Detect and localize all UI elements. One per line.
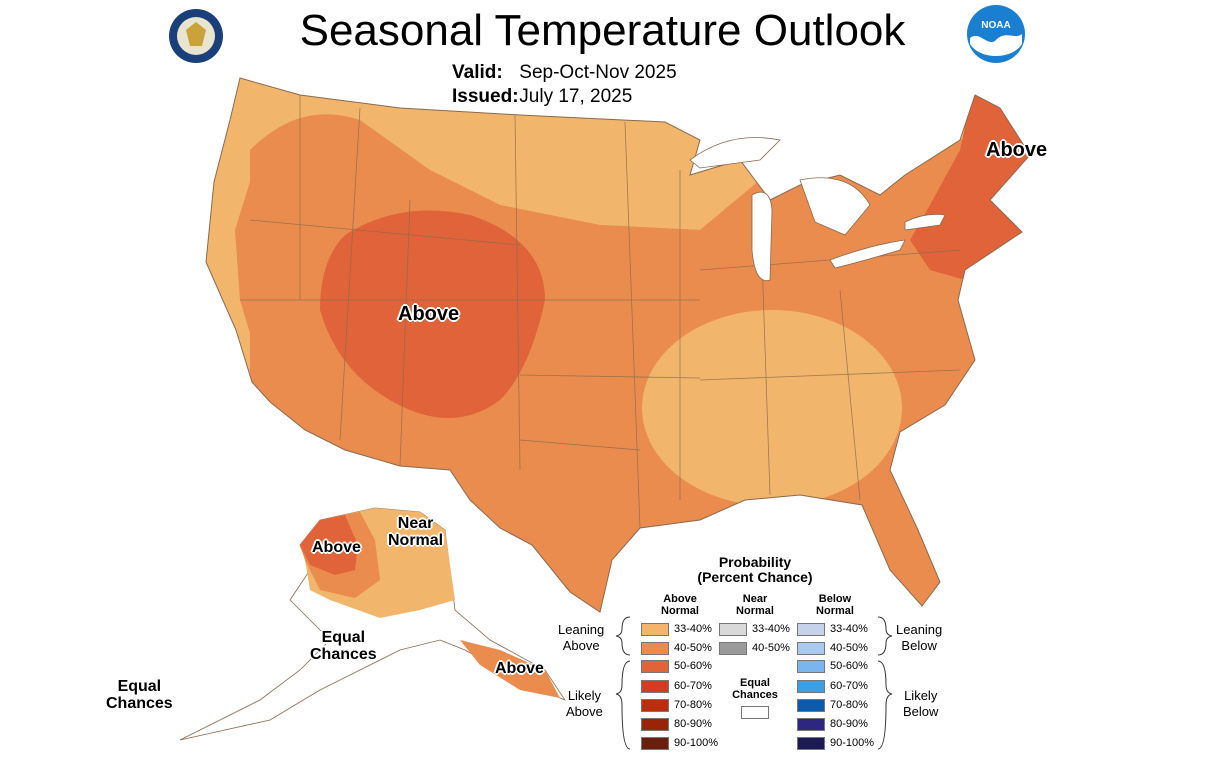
normal-line: Normal (388, 531, 444, 549)
label-above-west: Above (398, 303, 460, 325)
legend-range-above-6: 90-100% (674, 737, 719, 749)
line: Below (903, 703, 939, 719)
state-borders (240, 95, 961, 529)
legend-range-below-5: 80-90% (830, 718, 868, 730)
legend-swatch-below-1 (797, 642, 825, 655)
legend-swatch-above-4 (641, 699, 669, 712)
alaska-map (179, 507, 567, 741)
line: Likely (567, 688, 602, 703)
line: Above (562, 637, 600, 653)
above-50-60-northeast-region (910, 80, 1030, 280)
col-line: Normal (661, 605, 699, 618)
legend-range-below-1: 40-50% (830, 642, 868, 654)
legend-col-above: Above Normal (640, 593, 720, 617)
legend-range-below-2: 50-60% (830, 660, 868, 672)
label-equal-chances-aleutians: Equal Chances (106, 678, 173, 713)
legend-range-above-2: 50-60% (674, 660, 712, 672)
legend-range-above-1: 40-50% (674, 642, 712, 654)
alaska-above-50-60-region (300, 515, 358, 575)
legend-swatch-above-6 (641, 737, 669, 750)
issued-label: Issued: (452, 86, 519, 107)
line: Leaning (558, 622, 605, 637)
legend-title-line2: (Percent Chance) (697, 569, 813, 586)
page-title: Seasonal Temperature Outlook (299, 6, 906, 55)
legend-range-near-0: 33-40% (752, 623, 790, 635)
equal-line: Equal (117, 678, 162, 695)
legend-swatch-above-3 (641, 680, 669, 693)
legend-swatch-near-1 (719, 642, 747, 655)
valid-value: Sep-Oct-Nov 2025 (519, 62, 677, 83)
label-above-alaska: Above (312, 539, 361, 556)
leaning-below-label: Leaning Below (896, 622, 942, 653)
legend-swatch-above-5 (641, 718, 669, 731)
col-line: Normal (736, 605, 774, 618)
chances-line: Chances (310, 645, 377, 663)
great-lakes (689, 137, 946, 282)
line: Leaning (896, 622, 943, 637)
svg-text:NOAA: NOAA (981, 20, 1010, 31)
legend-range-above-4: 70-80% (674, 699, 712, 711)
valid-label: Valid: (452, 62, 503, 83)
legend-range-above-3: 60-70% (674, 680, 712, 692)
above-33-40-southeast-region (642, 310, 902, 506)
noaa-logo: NOAA (967, 5, 1025, 63)
legend-range-above-0: 33-40% (674, 623, 712, 635)
chances-line: Chances (106, 694, 173, 712)
near-line: Near (397, 515, 434, 532)
above-50-60-rockies-region (320, 210, 545, 418)
legend-range-near-1: 40-50% (752, 642, 790, 654)
alaska-southeast-above-region (460, 640, 560, 698)
col-line: Above (663, 593, 697, 605)
legend-swatch-below-6 (797, 737, 825, 750)
label-above-northeast: Above (986, 139, 1048, 161)
legend-range-below-3: 60-70% (830, 680, 868, 692)
legend-range-below-0: 33-40% (830, 623, 868, 635)
legend-swatch-above-0 (641, 623, 669, 636)
line: Chances (732, 689, 778, 702)
legend-title: Probability (Percent Chance) (655, 554, 855, 586)
doc-seal-logo (169, 9, 223, 63)
legend-swatch-near-0 (719, 623, 747, 636)
legend-swatch-below-3 (797, 680, 825, 693)
legend-swatch-above-2 (641, 660, 669, 673)
col-line: Normal (816, 605, 854, 618)
label-above-southeast-alaska: Above (495, 660, 544, 677)
col-line: Below (818, 593, 852, 605)
legend-swatch-below-2 (797, 660, 825, 673)
leaning-above-label: Leaning Above (558, 622, 604, 653)
col-line: Near (742, 593, 768, 605)
equal-line: Equal (321, 629, 366, 646)
label-equal-chances-alaska: Equal Chances (310, 629, 377, 664)
line: Equal (740, 677, 770, 689)
legend-range-below-4: 70-80% (830, 699, 868, 711)
legend-swatch-above-1 (641, 642, 669, 655)
valid-line: Valid: Sep-Oct-Nov 2025 (452, 62, 677, 84)
legend-swatch-below-4 (797, 699, 825, 712)
legend-braces (615, 616, 893, 750)
legend-title-line1: Probability (718, 554, 792, 570)
likely-below-label: Likely Below (903, 688, 938, 719)
legend-col-below: Below Normal (795, 593, 875, 617)
issued-value: July 17, 2025 (519, 86, 633, 107)
legend-range-above-5: 80-90% (674, 718, 712, 730)
legend-col-near: Near Normal (715, 593, 795, 617)
line: Above (566, 703, 603, 719)
likely-above-label: Likely Above (566, 688, 603, 719)
label-near-normal-alaska: Near Normal (388, 515, 444, 550)
issued-line: Issued: July 17, 2025 (452, 86, 632, 108)
line: Below (901, 637, 937, 653)
equal-chances-swatch (741, 706, 769, 719)
line: Likely (904, 688, 938, 703)
legend-swatch-below-5 (797, 718, 825, 731)
legend-swatch-below-0 (797, 623, 825, 636)
legend-range-below-6: 90-100% (830, 737, 875, 749)
equal-chances-label: Equal Chances (720, 677, 790, 701)
